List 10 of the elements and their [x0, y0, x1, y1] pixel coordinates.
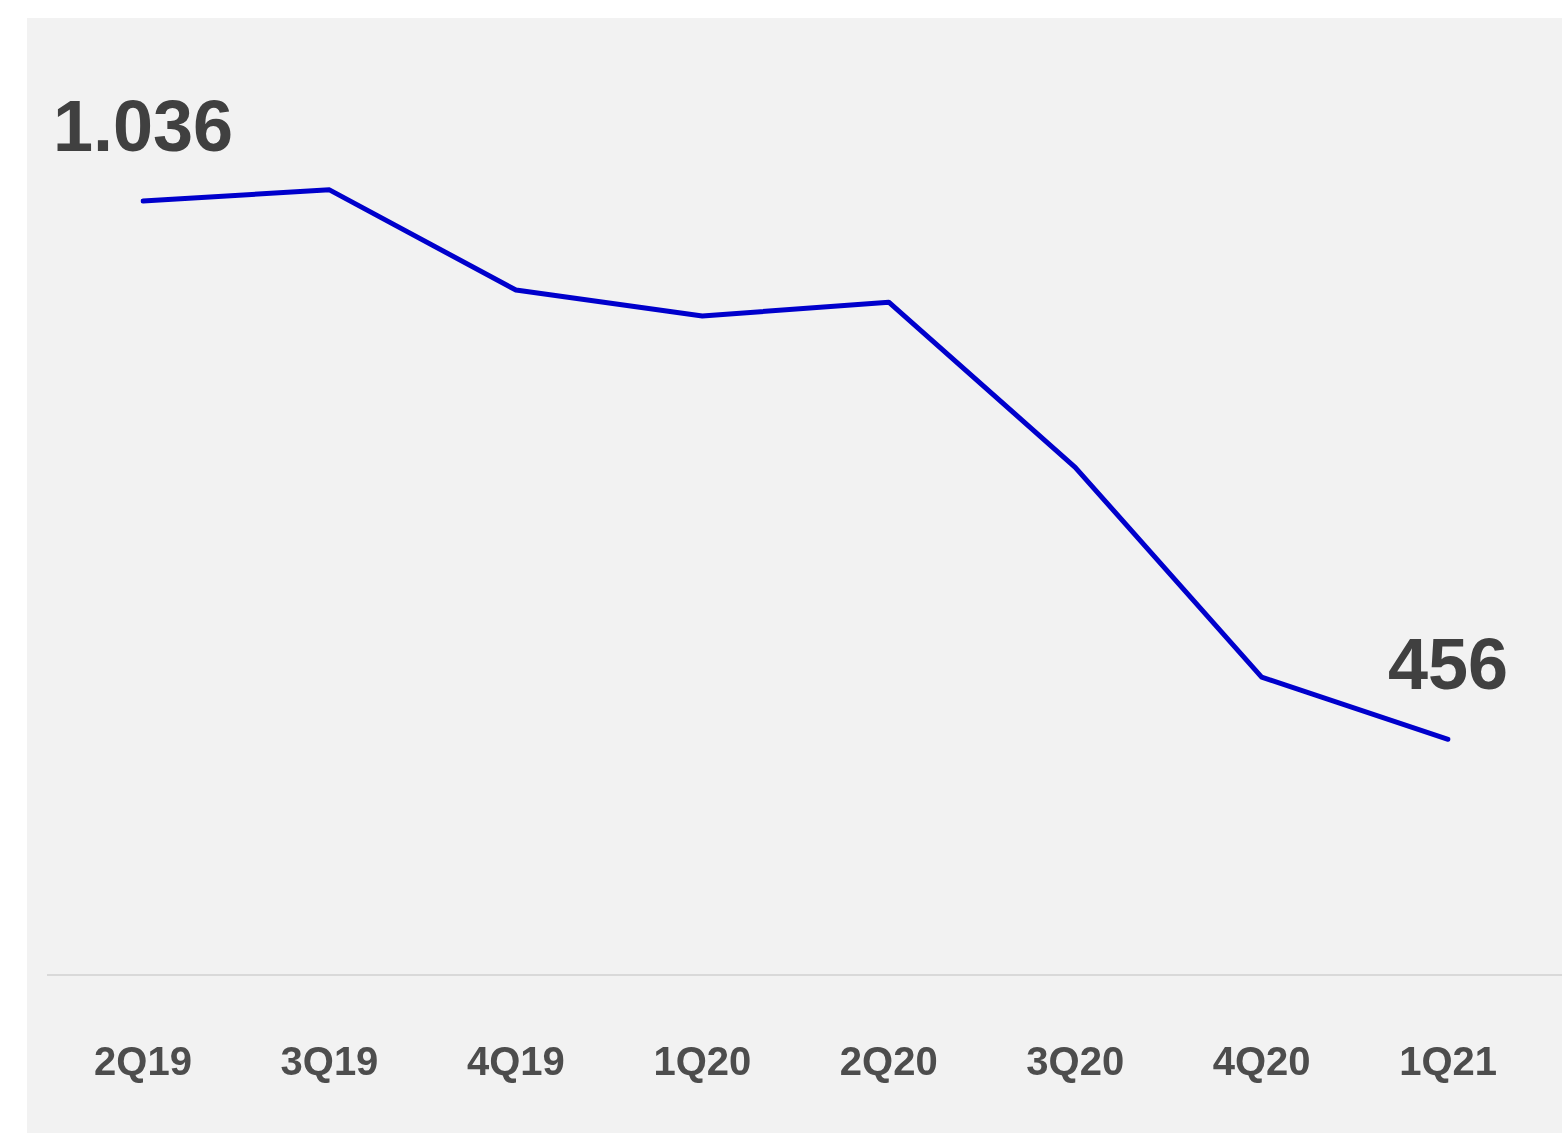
data-label: 456	[1388, 624, 1509, 705]
data-label: 1.036	[52, 85, 234, 166]
x-tick-label: 4Q20	[1212, 1039, 1311, 1084]
x-tick-label: 3Q19	[280, 1039, 379, 1084]
x-tick-label: 1Q21	[1399, 1039, 1497, 1084]
x-tick-label: 2Q20	[839, 1039, 938, 1084]
x-tick-label: 1Q20	[653, 1039, 752, 1084]
x-tick-label: 3Q20	[1026, 1039, 1125, 1084]
x-tick-label: 2Q19	[94, 1039, 192, 1084]
x-tick-label: 4Q19	[466, 1039, 565, 1084]
